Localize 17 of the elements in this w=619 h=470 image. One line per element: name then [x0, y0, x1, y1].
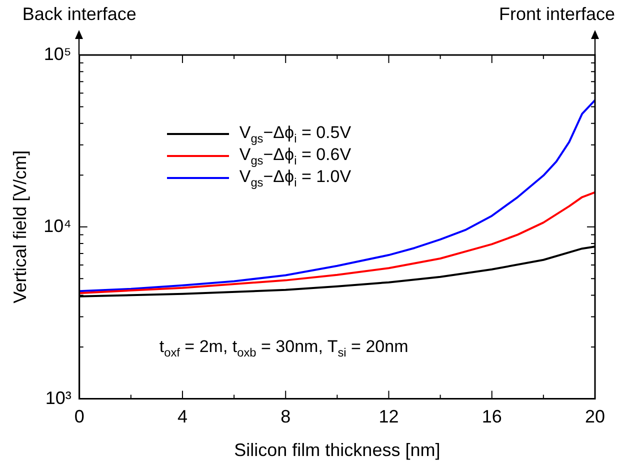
y-tick-label: 10⁵ — [44, 44, 72, 64]
x-tick-label: 12 — [378, 406, 399, 427]
annotation: t$_{oxf}$ = 2m, t$_{oxb}$ = 30nm, T$_{si}$ = 20nm — [159, 336, 408, 360]
y-tick-label: 10³ — [45, 388, 72, 408]
legend-label: V$_{gs}$−Δϕ$_{i}$ = 0.6V — [239, 144, 352, 168]
y-axis-title: Vertical field [V/cm] — [10, 150, 30, 304]
text: Front interface — [499, 4, 616, 25]
x-tick-label: 8 — [280, 406, 291, 427]
x-tick-label: 20 — [584, 406, 606, 427]
legend-label: V$_{gs}$−Δϕ$_{i}$ = 1.0V — [239, 166, 352, 190]
x-axis-title: Silicon film thickness [nm] — [234, 440, 440, 460]
x-tick-label: 0 — [74, 406, 84, 427]
x-tick-label: 4 — [177, 406, 188, 427]
y-tick-label: 10⁴ — [44, 216, 72, 236]
x-tick-label: 16 — [482, 406, 502, 427]
legend-label: V$_{gs}$−Δϕ$_{i}$ = 0.5V — [239, 122, 352, 146]
text: Back interface — [22, 4, 136, 25]
